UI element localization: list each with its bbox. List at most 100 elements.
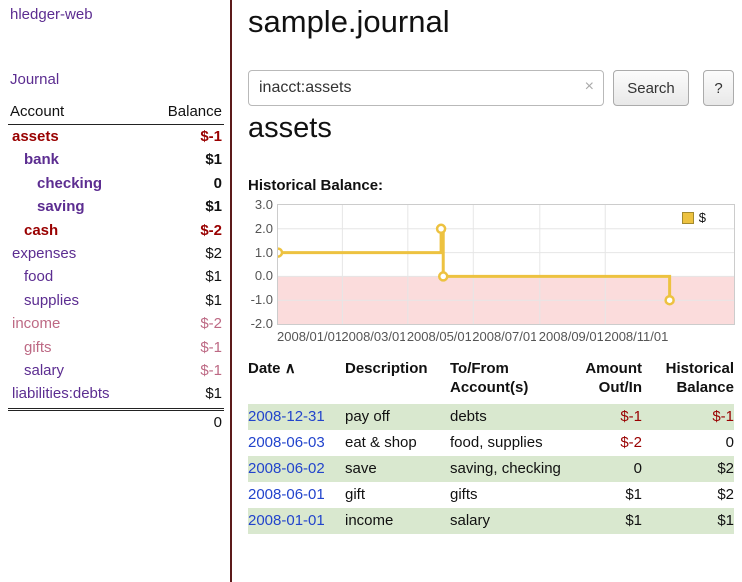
account-link-bank[interactable]: bank bbox=[24, 151, 60, 169]
register-table: Date ∧ Description To/From Account(s) Am… bbox=[248, 356, 734, 534]
txn-balance: $1 bbox=[717, 512, 734, 529]
account-row: supplies $1 bbox=[8, 289, 224, 312]
txn-date-link[interactable]: 2008-06-01 bbox=[248, 486, 325, 503]
txn-date-link[interactable]: 2008-12-31 bbox=[248, 408, 325, 425]
txn-amount: $1 bbox=[625, 486, 642, 503]
txn-date-link[interactable]: 2008-06-02 bbox=[248, 460, 325, 477]
page-title: sample.journal bbox=[248, 4, 450, 39]
txn-amount: 0 bbox=[633, 460, 642, 477]
txn-accounts: salary bbox=[450, 512, 491, 529]
column-header-description[interactable]: Description bbox=[345, 360, 428, 377]
y-tick-label: -2.0 bbox=[250, 316, 273, 331]
account-balance: $-1 bbox=[200, 338, 222, 356]
account-link-checking[interactable]: checking bbox=[37, 174, 103, 192]
txn-balance: $2 bbox=[717, 460, 734, 477]
accounts-table: Account Balance assets $-1 bank $1 check… bbox=[8, 103, 224, 434]
account-row: bank $1 bbox=[8, 148, 224, 171]
app-title-link[interactable]: hledger-web bbox=[10, 6, 93, 23]
accounts-header-balance: Balance bbox=[167, 103, 222, 120]
account-row: gifts $-1 bbox=[8, 336, 224, 359]
txn-amount: $-2 bbox=[620, 434, 642, 451]
account-balance: 0 bbox=[213, 174, 222, 192]
txn-accounts: debts bbox=[450, 408, 487, 425]
account-row: expenses $2 bbox=[8, 242, 224, 265]
column-header-date[interactable]: Date ∧ bbox=[248, 356, 345, 404]
account-balance: $-2 bbox=[200, 315, 222, 333]
x-tick-label: 2008/07/01 bbox=[472, 329, 537, 344]
accounts-total: 0 bbox=[8, 407, 224, 434]
section-heading: assets bbox=[248, 112, 332, 144]
account-link-salary[interactable]: salary bbox=[24, 362, 65, 380]
legend-label: $ bbox=[698, 210, 706, 225]
account-row: cash $-2 bbox=[8, 219, 224, 242]
account-link-food[interactable]: food bbox=[24, 268, 54, 286]
chart-legend: $ bbox=[677, 209, 710, 226]
main-content: sample.journal × Search ? assets Histori… bbox=[248, 0, 735, 582]
txn-accounts: gifts bbox=[450, 486, 478, 503]
y-tick-label: 3.0 bbox=[254, 197, 273, 212]
table-row: 2008-06-03 eat & shop food, supplies $-2… bbox=[248, 430, 734, 456]
table-row: 2008-01-01 income salary $1 $1 bbox=[248, 508, 734, 534]
txn-date-link[interactable]: 2008-01-01 bbox=[248, 512, 325, 529]
account-link-cash[interactable]: cash bbox=[24, 221, 59, 239]
accounts-total-value: 0 bbox=[213, 413, 222, 431]
account-link-income[interactable]: income bbox=[12, 315, 61, 333]
txn-balance: 0 bbox=[725, 434, 734, 451]
txn-description: pay off bbox=[345, 408, 390, 425]
account-balance: $-2 bbox=[200, 221, 222, 239]
x-tick-label: 2008/01/01 bbox=[277, 329, 341, 344]
y-tick-label: -1.0 bbox=[250, 292, 273, 308]
search-field-wrap: × bbox=[248, 70, 604, 106]
table-row: 2008-06-01 gift gifts $1 $2 bbox=[248, 482, 734, 508]
table-row: 2008-06-02 save saving, checking 0 $2 bbox=[248, 456, 734, 482]
column-header-balance[interactable]: Historical Balance bbox=[665, 360, 734, 396]
account-row: salary $-1 bbox=[8, 359, 224, 382]
x-tick-label: 2008/05/01 bbox=[406, 329, 471, 344]
search-button[interactable]: Search bbox=[613, 70, 689, 106]
register-table-header: Date ∧ Description To/From Account(s) Am… bbox=[248, 356, 734, 404]
legend-swatch-icon bbox=[681, 211, 694, 224]
account-link-saving[interactable]: saving bbox=[37, 198, 85, 216]
txn-date-link[interactable]: 2008-06-03 bbox=[248, 434, 325, 451]
account-row: checking 0 bbox=[8, 172, 224, 195]
account-link-gifts[interactable]: gifts bbox=[24, 338, 52, 356]
txn-description: save bbox=[345, 460, 377, 477]
y-tick-label: 1.0 bbox=[254, 244, 273, 260]
chart-plot-area[interactable] bbox=[277, 204, 735, 325]
account-row: food $1 bbox=[8, 265, 224, 288]
clear-search-icon[interactable]: × bbox=[584, 78, 594, 95]
account-balance: $2 bbox=[205, 245, 222, 263]
txn-amount: $-1 bbox=[620, 408, 642, 425]
x-tick-label: 2008/11/01 bbox=[604, 329, 669, 344]
txn-description: income bbox=[345, 512, 394, 529]
x-tick-label: 2008/09/01 bbox=[538, 329, 603, 344]
txn-amount: $1 bbox=[625, 512, 642, 529]
account-balance: $1 bbox=[205, 385, 222, 403]
search-input[interactable] bbox=[248, 70, 604, 106]
account-link-supplies[interactable]: supplies bbox=[24, 291, 80, 309]
column-header-amount[interactable]: Amount Out/In bbox=[585, 360, 642, 396]
date-header-label: Date bbox=[248, 360, 281, 377]
account-row: income $-2 bbox=[8, 312, 224, 335]
account-link-expenses[interactable]: expenses bbox=[12, 245, 77, 263]
help-button[interactable]: ? bbox=[703, 70, 734, 106]
txn-accounts: food, supplies bbox=[450, 434, 543, 451]
nav-journal-link[interactable]: Journal bbox=[10, 71, 60, 88]
txn-balance: $-1 bbox=[712, 408, 734, 425]
account-link-liabilities-debts[interactable]: liabilities:debts bbox=[12, 385, 110, 403]
account-balance: $1 bbox=[205, 198, 222, 216]
search-bar: × Search ? bbox=[248, 70, 734, 106]
txn-balance: $2 bbox=[717, 486, 734, 503]
account-balance: $1 bbox=[205, 291, 222, 309]
account-balance: $1 bbox=[205, 268, 222, 286]
sort-ascending-icon: ∧ bbox=[284, 360, 296, 377]
column-header-accounts[interactable]: To/From Account(s) bbox=[450, 360, 529, 396]
balance-chart: 3.0 2.0 1.0 0.0 -1.0 -2.0 2008/01/01 2008/03/01… bbox=[248, 196, 735, 350]
sidebar: hledger-web Journal Account Balance asse… bbox=[0, 0, 232, 582]
x-tick-label: 2008/03/01 bbox=[341, 329, 406, 344]
y-tick-label: 0.0 bbox=[254, 268, 273, 284]
account-row: saving $1 bbox=[8, 195, 224, 218]
txn-description: gift bbox=[345, 486, 366, 503]
chart-title: Historical Balance: bbox=[248, 177, 384, 194]
account-link-assets[interactable]: assets bbox=[12, 128, 59, 145]
